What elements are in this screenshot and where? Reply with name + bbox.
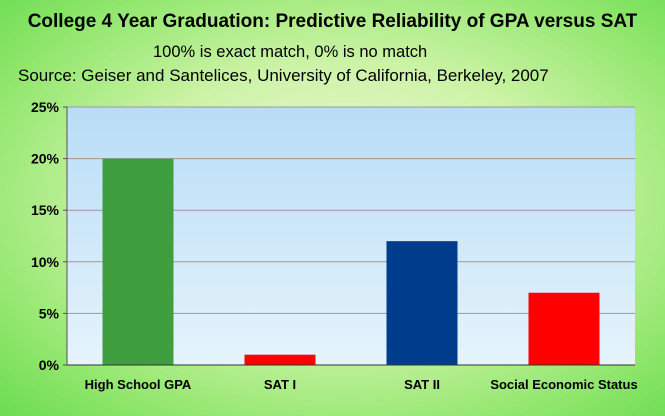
x-tick-label: Social Economic Status — [490, 377, 637, 392]
x-tick-label: High School GPA — [85, 377, 192, 392]
chart-source: Source: Geiser and Santelices, Universit… — [18, 66, 549, 85]
y-tick-label: 10% — [31, 254, 60, 270]
bar-social-economic-status — [528, 292, 600, 365]
y-tick-labels: 0% 5% 10% 15% 20% 25% — [31, 99, 67, 373]
bar-high-school-gpa — [102, 158, 174, 365]
y-tick-label: 15% — [31, 202, 60, 218]
y-tick-label: 0% — [39, 357, 60, 373]
y-tick-label: 5% — [39, 305, 60, 321]
bar-sat-ii — [386, 241, 458, 365]
y-tick-label: 25% — [31, 99, 60, 115]
bar-sat-i — [244, 354, 316, 365]
chart-title: College 4 Year Graduation: Predictive Re… — [27, 11, 638, 32]
bars — [102, 158, 600, 365]
x-tick-label: SAT I — [264, 377, 296, 392]
y-tick-label: 20% — [31, 151, 60, 167]
axes — [66, 107, 635, 366]
x-tick-labels: High School GPA SAT I SAT II Social Economi… — [85, 377, 638, 392]
x-tick-label: SAT II — [404, 377, 440, 392]
chart-subtitle: 100% is exact match, 0% is no match — [153, 43, 428, 61]
